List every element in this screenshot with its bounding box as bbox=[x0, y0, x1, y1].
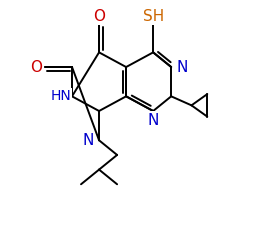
Text: N: N bbox=[82, 133, 93, 148]
Text: HN: HN bbox=[50, 89, 71, 103]
Text: SH: SH bbox=[142, 9, 164, 24]
Text: O: O bbox=[30, 60, 42, 75]
Text: N: N bbox=[177, 60, 188, 75]
Text: O: O bbox=[93, 9, 105, 24]
Text: N: N bbox=[147, 112, 159, 128]
